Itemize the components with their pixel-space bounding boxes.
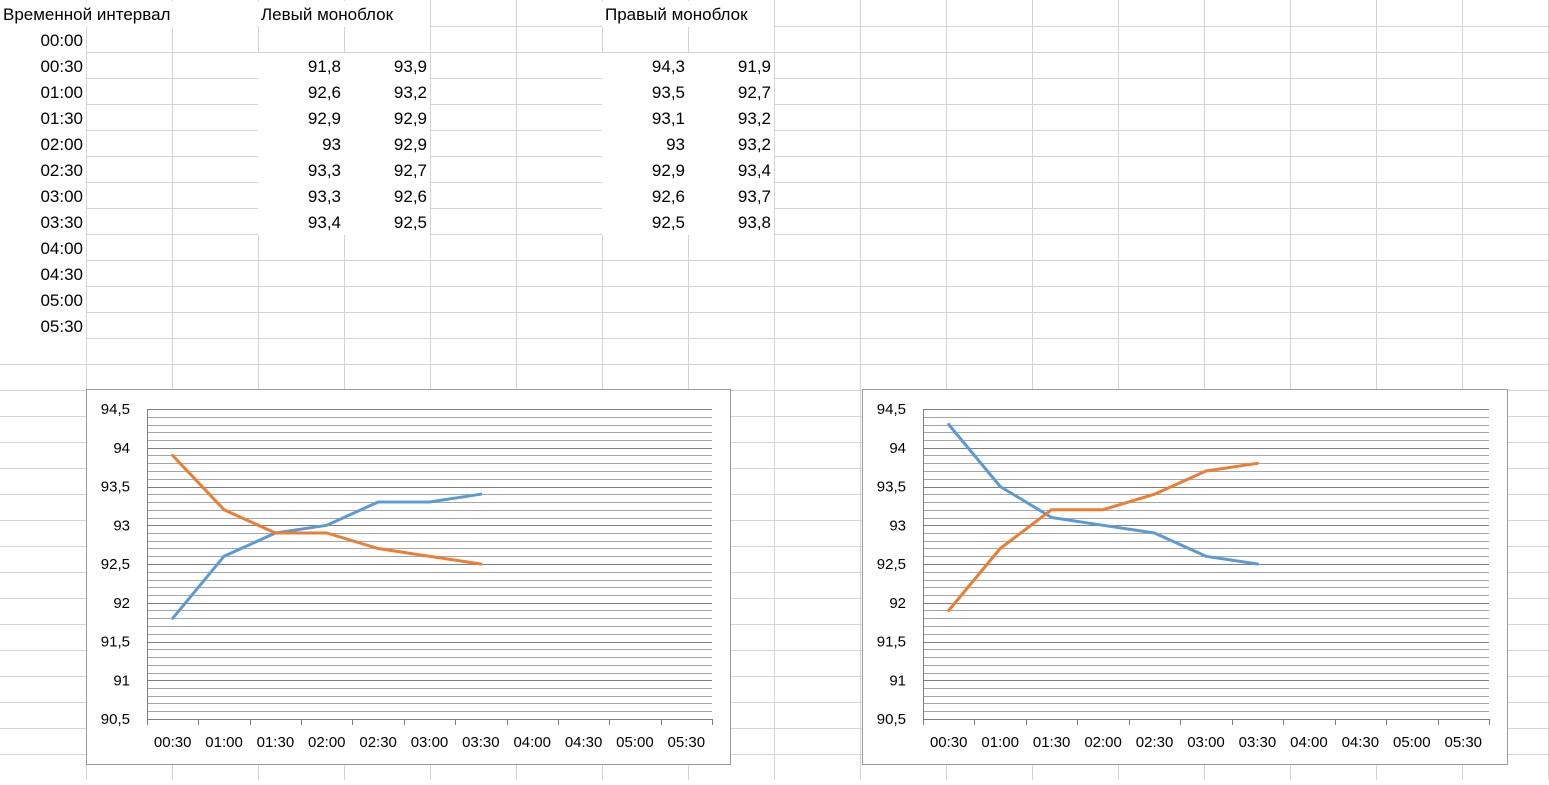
value-cell[interactable]: 93 xyxy=(602,131,688,157)
value-cell[interactable]: 92,6 xyxy=(258,79,344,105)
x-tick-label: 05:30 xyxy=(1444,734,1482,751)
time-cell[interactable]: 04:00 xyxy=(0,235,86,261)
x-tick-label: 01:30 xyxy=(257,734,295,751)
x-tick-label: 02:00 xyxy=(1084,734,1122,751)
x-tick-label: 01:00 xyxy=(205,734,243,751)
x-tick-label: 04:00 xyxy=(513,734,551,751)
series-line-1 xyxy=(171,492,483,620)
x-tick-label: 00:30 xyxy=(154,734,192,751)
x-tick-label: 05:30 xyxy=(668,734,706,751)
value-cell[interactable]: 92,9 xyxy=(602,157,688,183)
x-tick-label: 03:30 xyxy=(1239,734,1277,751)
value-cell[interactable]: 92,5 xyxy=(602,209,688,235)
value-cell[interactable]: 92,9 xyxy=(344,131,430,157)
value-cell[interactable]: 93,2 xyxy=(688,105,774,131)
value-cell[interactable]: 93,9 xyxy=(344,53,430,79)
x-tick-label: 03:00 xyxy=(411,734,449,751)
value-cell[interactable]: 92,9 xyxy=(344,105,430,131)
x-tick-label: 00:30 xyxy=(930,734,968,751)
value-cell[interactable]: 92,6 xyxy=(344,183,430,209)
x-tick-label: 04:30 xyxy=(565,734,603,751)
x-tick-label: 01:00 xyxy=(981,734,1019,751)
y-tick-label: 94,5 xyxy=(101,401,130,418)
x-tick-label: 02:00 xyxy=(308,734,346,751)
time-cell[interactable]: 02:30 xyxy=(0,157,86,183)
series-line-2 xyxy=(171,454,483,566)
time-cell[interactable]: 00:00 xyxy=(0,27,86,53)
time-cell[interactable]: 04:30 xyxy=(0,261,86,287)
x-tick-label: 03:30 xyxy=(462,734,500,751)
y-tick-label: 94 xyxy=(113,440,130,457)
y-tick-label: 91,5 xyxy=(101,634,130,651)
x-tick-label: 04:30 xyxy=(1342,734,1380,751)
value-cell[interactable]: 93,3 xyxy=(258,157,344,183)
y-tick-label: 93,5 xyxy=(877,479,906,496)
y-tick-label: 90,5 xyxy=(877,711,906,728)
x-tick-label: 04:00 xyxy=(1290,734,1328,751)
x-tick-label: 05:00 xyxy=(1393,734,1431,751)
series-line-1 xyxy=(947,423,1259,566)
time-cell[interactable]: 01:00 xyxy=(0,79,86,105)
value-cell[interactable]: 93,2 xyxy=(688,131,774,157)
value-cell[interactable]: 93 xyxy=(258,131,344,157)
series-line-2 xyxy=(947,461,1259,612)
value-cell[interactable]: 92,7 xyxy=(688,79,774,105)
y-tick-label: 93,5 xyxy=(101,479,130,496)
time-cell[interactable]: 02:00 xyxy=(0,131,86,157)
y-tick-label: 94,5 xyxy=(877,401,906,418)
value-cell[interactable]: 92,7 xyxy=(344,157,430,183)
time-cell[interactable]: 05:30 xyxy=(0,313,86,339)
x-tick-label: 01:30 xyxy=(1033,734,1071,751)
y-tick-label: 94 xyxy=(889,440,906,457)
y-tick-label: 90,5 xyxy=(101,711,130,728)
y-tick-label: 93 xyxy=(113,517,130,534)
time-cell[interactable]: 03:00 xyxy=(0,183,86,209)
value-cell[interactable]: 93,1 xyxy=(602,105,688,131)
value-cell[interactable]: 92,5 xyxy=(344,209,430,235)
value-cell[interactable]: 91,8 xyxy=(258,53,344,79)
value-cell[interactable]: 94,3 xyxy=(602,53,688,79)
y-tick-label: 93 xyxy=(889,517,906,534)
time-cell[interactable]: 00:30 xyxy=(0,53,86,79)
value-cell[interactable]: 92,6 xyxy=(602,183,688,209)
header-right-monoblock[interactable]: Правый моноблок xyxy=(602,1,774,27)
value-cell[interactable]: 93,5 xyxy=(602,79,688,105)
y-tick-label: 92,5 xyxy=(877,556,906,573)
x-tick-label: 02:30 xyxy=(1136,734,1174,751)
y-tick-label: 91 xyxy=(889,672,906,689)
time-cell[interactable]: 03:30 xyxy=(0,209,86,235)
y-tick-label: 91 xyxy=(113,672,130,689)
value-cell[interactable]: 93,4 xyxy=(258,209,344,235)
header-time-interval[interactable]: Временной интервал xyxy=(0,1,257,27)
chart-right-monoblock[interactable]: 90,5 91 91,5 92 92,5 93 93,5 94 94,5 00:30 01:00 01… xyxy=(862,389,1508,765)
time-cell[interactable]: 05:00 xyxy=(0,287,86,313)
value-cell[interactable]: 91,9 xyxy=(688,53,774,79)
value-cell[interactable]: 93,8 xyxy=(688,209,774,235)
value-cell[interactable]: 93,2 xyxy=(344,79,430,105)
value-cell[interactable]: 92,9 xyxy=(258,105,344,131)
y-tick-label: 92,5 xyxy=(101,556,130,573)
value-cell[interactable]: 93,7 xyxy=(688,183,774,209)
y-tick-label: 92 xyxy=(889,595,906,612)
x-tick-label: 05:00 xyxy=(616,734,654,751)
header-left-monoblock[interactable]: Левый моноблок xyxy=(258,1,430,27)
chart-left-plot: 90,5 91 91,5 92 92,5 93 93,5 94 94,5 00:30 01:00 01… xyxy=(101,401,713,751)
time-cell[interactable]: 01:30 xyxy=(0,105,86,131)
chart-right-plot: 90,5 91 91,5 92 92,5 93 93,5 94 94,5 00:30 01:00 01… xyxy=(877,401,1490,751)
x-tick-label: 03:00 xyxy=(1187,734,1225,751)
chart-left-monoblock[interactable]: 90,5 91 91,5 92 92,5 93 93,5 94 94,5 00:30 01:00 01… xyxy=(86,389,731,765)
value-cell[interactable]: 93,3 xyxy=(258,183,344,209)
x-tick-label: 02:30 xyxy=(359,734,397,751)
y-tick-label: 92 xyxy=(113,595,130,612)
y-tick-label: 91,5 xyxy=(877,634,906,651)
value-cell[interactable]: 93,4 xyxy=(688,157,774,183)
